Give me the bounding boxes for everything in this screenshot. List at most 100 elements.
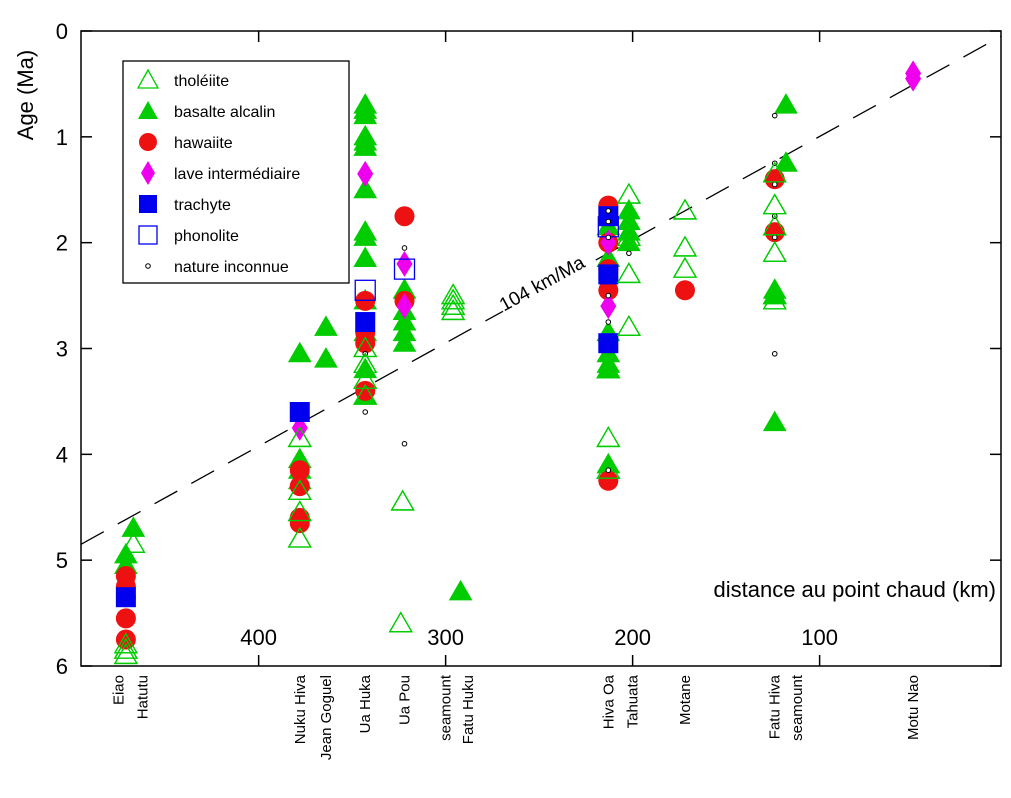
data-point xyxy=(598,333,619,354)
data-point xyxy=(605,292,612,299)
data-point xyxy=(355,333,376,354)
data-point-outline xyxy=(121,531,146,553)
legend-label: phonolite xyxy=(174,228,239,245)
island-label: Hiva Oa xyxy=(600,674,617,729)
data-point xyxy=(774,93,798,114)
legend-marker xyxy=(138,101,158,119)
data-points xyxy=(113,60,922,665)
data-point xyxy=(392,331,417,352)
data-point-outline xyxy=(762,214,787,236)
data-point xyxy=(605,234,612,241)
data-point-outline xyxy=(762,161,787,183)
series-circle-filled xyxy=(115,169,785,650)
data-point-outline xyxy=(762,193,787,215)
data-point xyxy=(672,235,698,257)
legend-label: nature inconnue xyxy=(174,259,289,276)
island-label: seamount xyxy=(438,674,455,741)
data-point xyxy=(905,65,922,92)
x-tick-label: 200 xyxy=(614,625,651,650)
data-point-outline xyxy=(672,198,698,220)
data-point-outline xyxy=(113,632,139,654)
data-point xyxy=(393,258,416,280)
data-point xyxy=(598,470,619,491)
legend-label: hawaiite xyxy=(174,135,233,152)
data-point xyxy=(401,440,408,447)
data-point xyxy=(598,280,619,301)
data-point xyxy=(353,103,378,125)
data-point xyxy=(353,177,378,199)
y-tick-label: 3 xyxy=(56,337,68,362)
data-point xyxy=(764,169,785,190)
island-label: Motane xyxy=(677,675,694,725)
x-tick-label: 100 xyxy=(801,625,838,650)
data-point xyxy=(357,160,374,187)
data-point xyxy=(774,151,798,172)
data-point xyxy=(396,250,413,277)
legend-marker xyxy=(141,161,155,185)
data-point xyxy=(314,347,338,368)
island-label: Fatu Huku xyxy=(460,675,477,744)
data-point xyxy=(353,135,378,156)
data-point-outline xyxy=(762,283,787,305)
data-point xyxy=(674,280,695,301)
data-point xyxy=(115,587,136,608)
data-point xyxy=(353,246,378,268)
legend-marker xyxy=(139,133,157,151)
data-point-outline xyxy=(390,489,415,511)
island-label: Hatutu xyxy=(135,675,152,719)
data-point-outline xyxy=(672,235,698,257)
island-label: Tahuata xyxy=(625,674,642,728)
data-point xyxy=(605,319,612,325)
data-point xyxy=(353,225,378,246)
island-label: Ua Huka xyxy=(357,674,374,733)
data-point xyxy=(598,264,619,285)
legend-label: tholéiite xyxy=(174,73,229,90)
data-point xyxy=(388,611,413,633)
data-point xyxy=(355,380,376,401)
data-point-outline xyxy=(672,256,698,278)
data-point-outline xyxy=(353,336,378,358)
x-tick-label: 400 xyxy=(240,625,277,650)
legend-marker xyxy=(139,195,157,213)
x-tick-label: 300 xyxy=(427,625,464,650)
data-point xyxy=(605,218,612,225)
island-label: Motu Nao xyxy=(905,675,922,740)
y-tick-label: 6 xyxy=(56,654,68,679)
island-label: Jean Goguel xyxy=(318,675,335,760)
data-point xyxy=(355,312,376,333)
legend-label: basalte alcalin xyxy=(174,104,275,121)
data-point xyxy=(289,476,310,497)
data-point xyxy=(762,193,787,215)
data-point-outline xyxy=(287,526,312,548)
data-point xyxy=(600,293,617,320)
data-point-outline xyxy=(762,288,787,310)
data-point xyxy=(362,409,369,415)
legend-marker xyxy=(136,68,160,89)
data-point xyxy=(672,256,698,278)
data-point xyxy=(605,467,612,474)
data-point-outline xyxy=(353,383,378,405)
y-tick-label: 5 xyxy=(56,548,68,573)
data-point-outline xyxy=(596,426,621,448)
x-axis-label: distance au point chaud (km) xyxy=(714,577,997,602)
series-diamond-filled xyxy=(291,60,922,441)
y-tick-label: 1 xyxy=(56,125,68,150)
data-point-outline xyxy=(616,225,642,247)
data-point xyxy=(626,250,632,257)
data-point xyxy=(771,350,778,357)
data-point-outline xyxy=(616,182,642,204)
data-point-outline xyxy=(353,352,378,374)
data-point-outline xyxy=(440,283,466,305)
data-point-outline xyxy=(596,457,621,479)
trend-label: 104 km/Ma xyxy=(496,252,589,316)
data-point xyxy=(314,315,338,336)
data-point xyxy=(289,402,310,422)
data-point-outline xyxy=(388,611,413,633)
island-label: Nuku Hiva xyxy=(292,674,309,744)
data-point xyxy=(287,341,312,363)
legend-label: trachyte xyxy=(174,197,231,214)
data-point xyxy=(115,608,136,629)
data-point-outline xyxy=(440,299,466,321)
legend-label: lave intermédiaire xyxy=(174,166,300,183)
